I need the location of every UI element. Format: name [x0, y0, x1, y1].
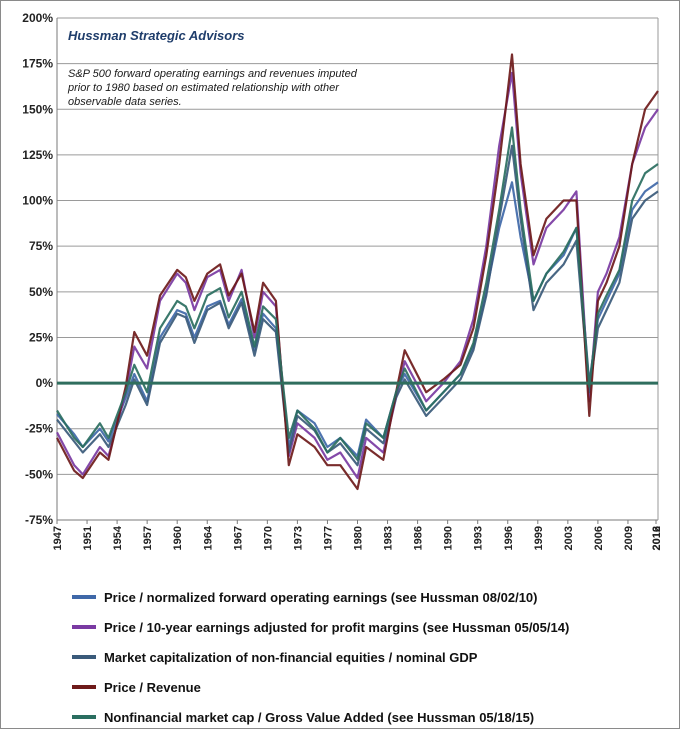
x-tick-label: 1960	[172, 526, 184, 550]
x-tick-label: 1993	[473, 526, 485, 550]
legend-label: Market capitalization of non-financial e…	[104, 649, 478, 665]
y-tick-label: 75%	[29, 239, 53, 253]
x-tick-label: 1957	[142, 526, 154, 550]
legend-swatch	[72, 655, 96, 659]
series-line	[56, 53, 659, 491]
x-tick-label: 1999	[533, 526, 545, 550]
brand-label: Hussman Strategic Advisors	[68, 28, 245, 43]
legend: Price / normalized forward operating ear…	[72, 582, 672, 732]
y-tick-label: 125%	[22, 148, 53, 162]
x-tick-label: 1970	[262, 526, 274, 550]
y-tick-label: -75%	[25, 513, 53, 527]
series-line	[56, 126, 659, 461]
x-tick-label: 2016	[651, 526, 663, 550]
legend-label: Price / normalized forward operating ear…	[104, 589, 538, 605]
legend-item: Market capitalization of non-financial e…	[72, 642, 672, 672]
x-tick-label: 1983	[383, 526, 395, 550]
note-line-2: prior to 1980 based on estimated relatio…	[67, 82, 340, 94]
legend-label: Price / 10-year earnings adjusted for pr…	[104, 619, 570, 635]
x-tick-label: 1964	[202, 525, 214, 550]
legend-item: Price / 10-year earnings adjusted for pr…	[72, 612, 672, 642]
note-line-1: S&P 500 forward operating earnings and r…	[68, 68, 358, 80]
series-line	[56, 181, 659, 458]
legend-swatch	[72, 625, 96, 629]
y-tick-label: 150%	[22, 102, 53, 116]
legend-label: Price / Revenue	[104, 679, 201, 695]
x-tick-label: 1977	[322, 526, 334, 550]
x-tick-label: 1967	[232, 526, 244, 550]
series-line	[56, 144, 659, 467]
x-tick-label: 1954	[112, 525, 124, 550]
x-tick-label: 1986	[413, 526, 425, 550]
legend-swatch	[72, 715, 96, 719]
y-axis-ticks: 200% 175% 150% 125% 100% 75% 50% 25% 0% -25% -50% -…	[22, 11, 53, 527]
x-tick-label: 1980	[353, 526, 365, 550]
legend-item: Price / normalized forward operating ear…	[72, 582, 672, 612]
x-tick-label: 1951	[82, 526, 94, 550]
x-tick-label: 1996	[503, 526, 515, 550]
y-tick-label: 0%	[36, 376, 54, 390]
y-tick-label: -50%	[25, 467, 53, 481]
y-tick-label: 50%	[29, 285, 53, 299]
y-tick-label: 200%	[22, 11, 53, 25]
note-line-3: observable data series.	[68, 96, 182, 108]
legend-swatch	[72, 595, 96, 599]
x-axis-ticks: 1947 1951 1954 1957 1960 1964 1967 1970 1973 1977…	[52, 520, 663, 550]
y-tick-label: 100%	[22, 194, 53, 208]
legend-label: Nonfinancial market cap / Gross Value Ad…	[104, 709, 535, 725]
legend-swatch	[72, 685, 96, 689]
x-tick-label: 1973	[292, 526, 304, 550]
x-tick-label: 1990	[443, 526, 455, 550]
x-tick-label: 2012	[651, 526, 663, 550]
x-tick-label: 2003	[563, 526, 575, 550]
x-tick-label: 2009	[623, 526, 635, 550]
y-tick-label: 175%	[22, 57, 53, 71]
x-tick-label: 2006	[593, 526, 605, 550]
series-line	[56, 71, 659, 480]
y-tick-label: -25%	[25, 422, 53, 436]
legend-item: Nonfinancial market cap / Gross Value Ad…	[72, 702, 672, 732]
series-lines	[56, 53, 659, 491]
y-tick-label: 25%	[29, 330, 53, 344]
x-tick-label: 1947	[52, 526, 64, 550]
legend-item: Price / Revenue	[72, 672, 672, 702]
